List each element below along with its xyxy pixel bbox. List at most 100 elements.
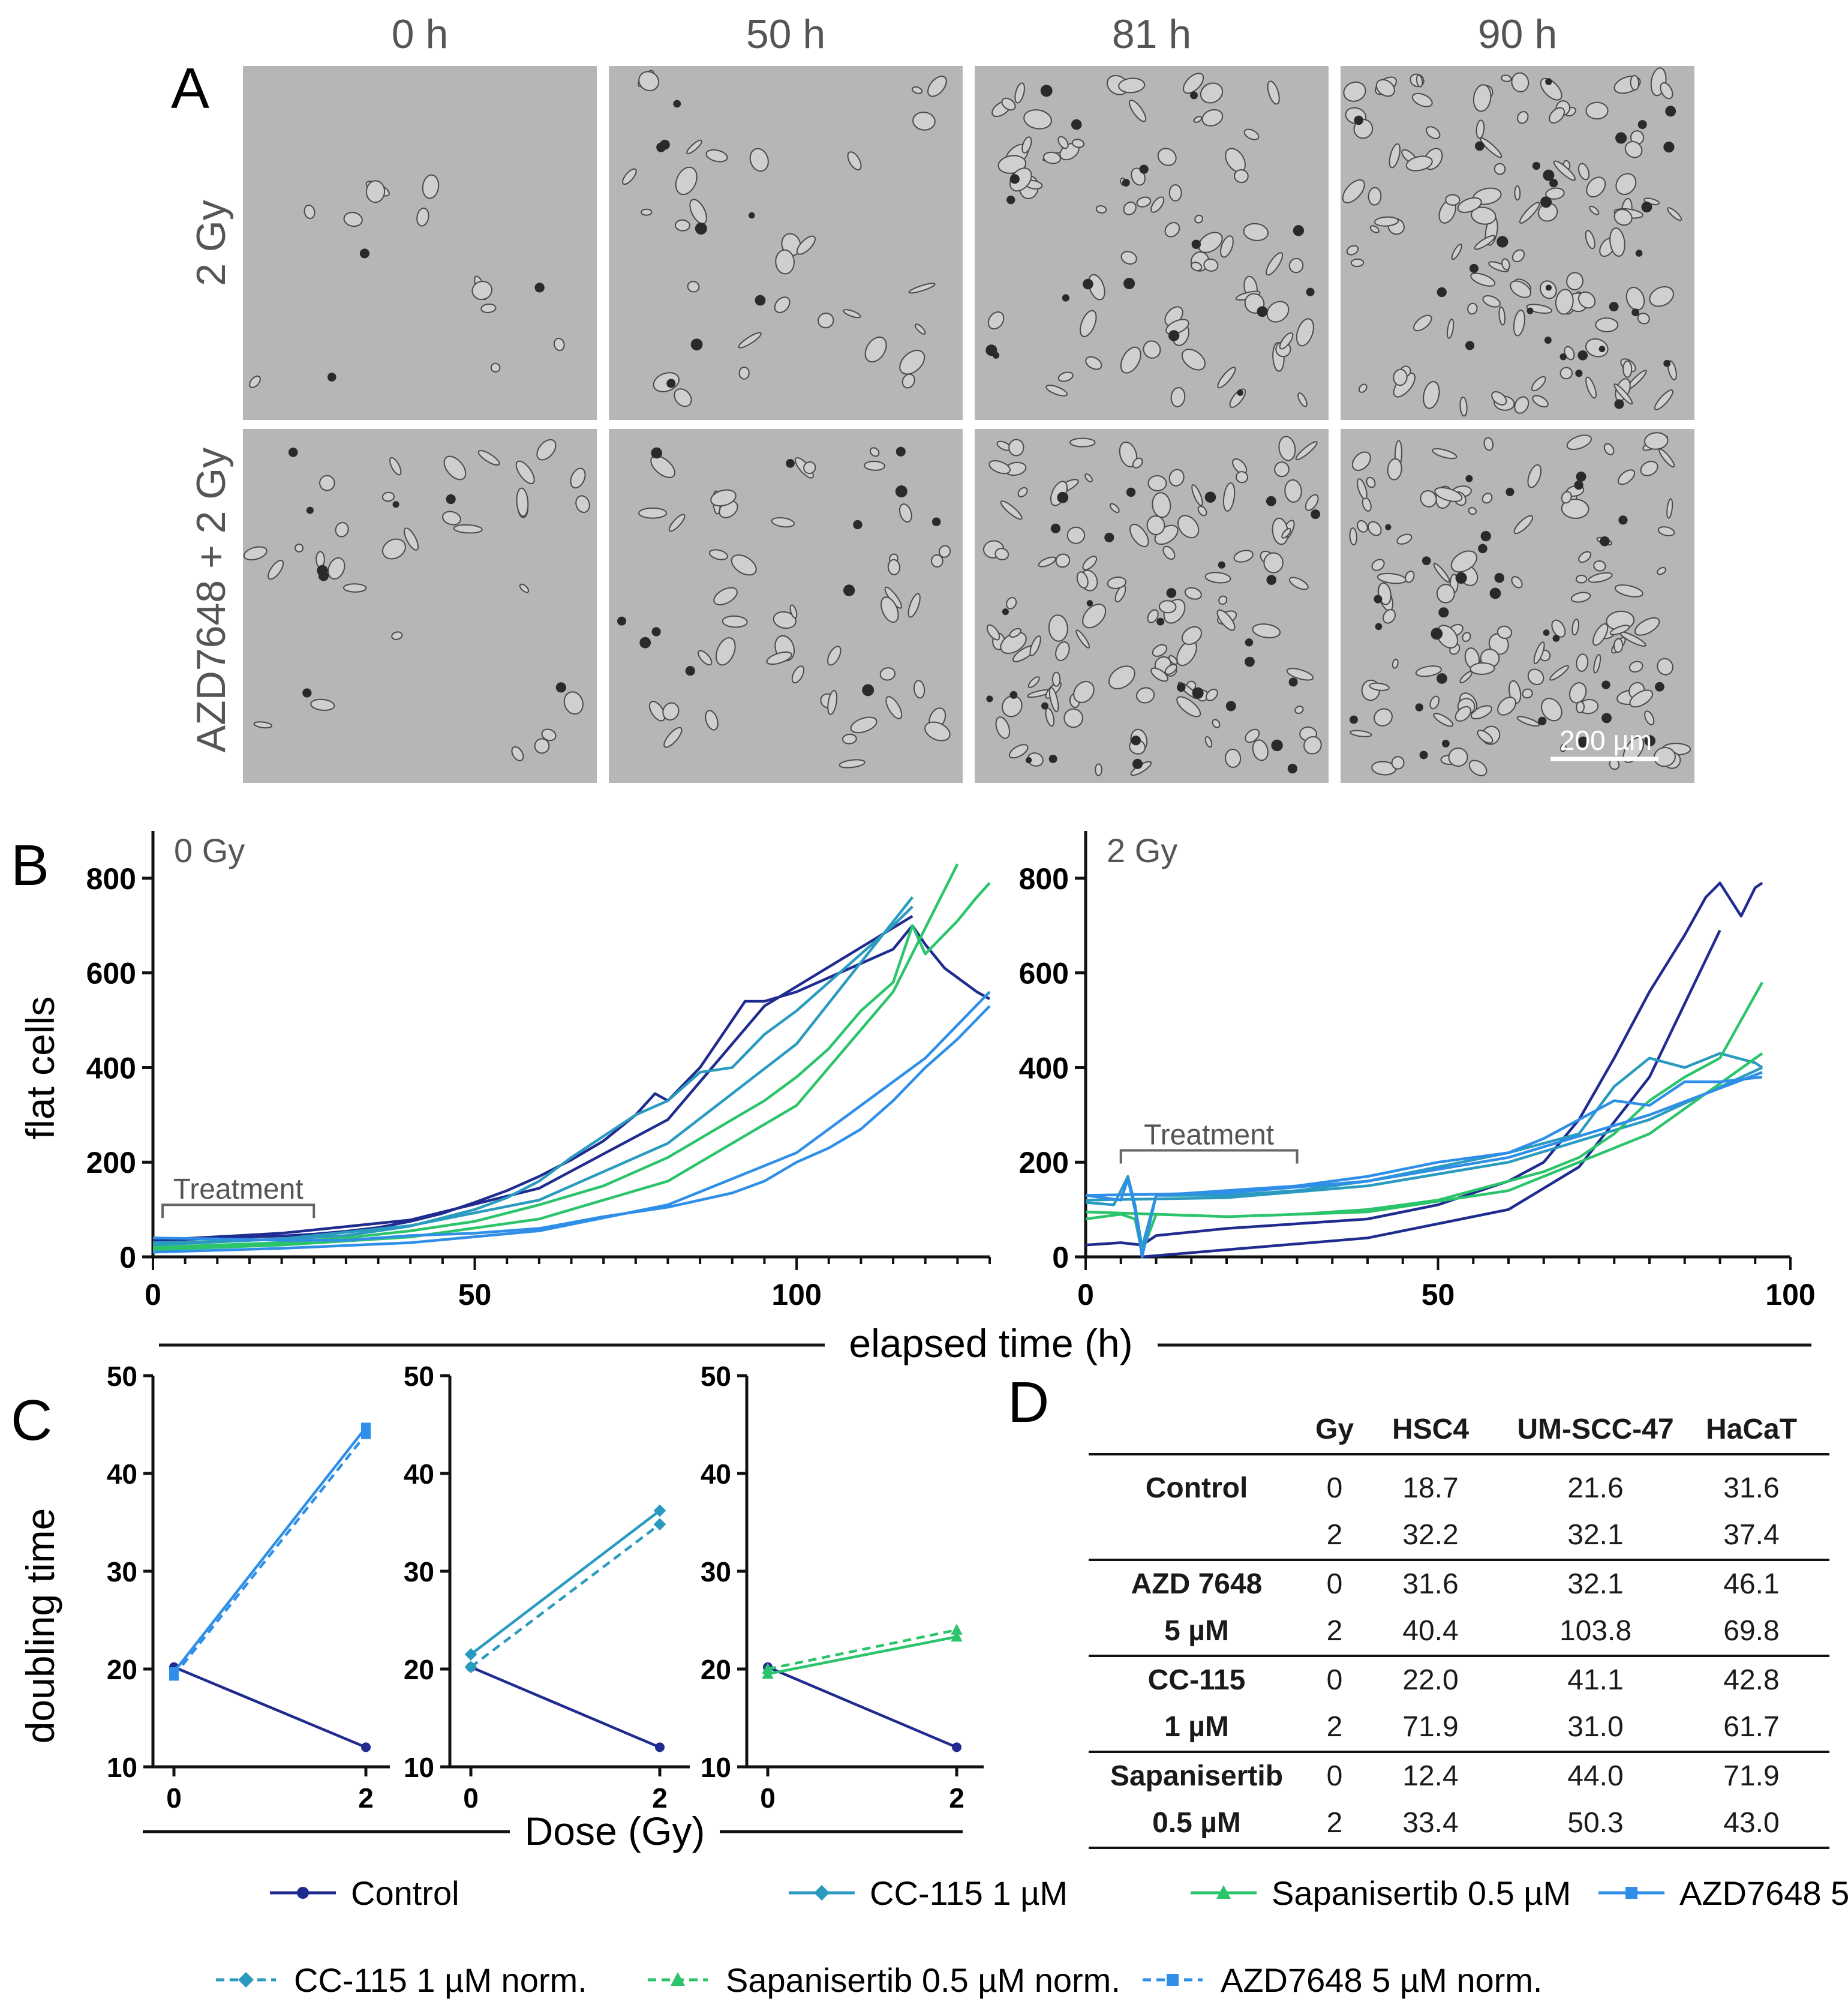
round-cell	[1549, 179, 1558, 188]
cell	[1042, 151, 1061, 164]
round-cell	[985, 344, 997, 356]
round-cell	[1441, 740, 1450, 748]
cell	[1000, 632, 1027, 655]
cell	[1008, 744, 1029, 759]
table-group-label: Control	[1146, 1472, 1248, 1504]
cell	[575, 495, 590, 513]
round-cell	[1598, 346, 1606, 353]
cell	[713, 587, 738, 605]
cell	[1358, 383, 1368, 393]
round-cell	[446, 494, 456, 505]
cell	[1274, 461, 1290, 478]
table-cell: 31.6	[1723, 1472, 1779, 1504]
treatment-bracket	[1119, 1149, 1299, 1164]
cell	[1147, 475, 1167, 491]
cell	[1389, 143, 1401, 169]
cell	[722, 615, 748, 628]
cell	[1266, 301, 1290, 323]
cell	[1405, 571, 1415, 583]
cell	[1578, 551, 1592, 563]
round-cell	[1166, 588, 1177, 598]
cell	[570, 467, 586, 489]
cell	[1451, 244, 1462, 260]
round-cell	[1218, 561, 1225, 569]
round-cell	[986, 695, 993, 703]
cell	[686, 139, 703, 155]
cell	[881, 596, 899, 623]
cell	[1568, 682, 1587, 704]
fit-line-control	[152, 915, 914, 1242]
cell	[1470, 705, 1492, 720]
cell	[885, 696, 903, 719]
cell	[1474, 235, 1496, 250]
fit-line-cc115	[1085, 1066, 1763, 1202]
round-cell	[1540, 196, 1552, 208]
cell	[1541, 698, 1562, 722]
cell	[839, 759, 866, 769]
measured-line-cc115	[152, 905, 914, 1244]
cell	[1666, 498, 1673, 519]
round-cell	[1635, 250, 1643, 257]
round-cell	[1609, 302, 1619, 312]
round-cell	[1601, 680, 1610, 689]
cell	[1082, 556, 1098, 571]
cell	[674, 388, 692, 407]
round-cell	[1576, 471, 1586, 482]
cell	[1501, 258, 1510, 271]
cell	[1595, 317, 1619, 332]
row-label-2gy: 2 Gy	[188, 200, 234, 286]
cell	[1266, 252, 1284, 276]
cell	[1296, 318, 1314, 347]
cell	[1622, 360, 1633, 378]
time-header-0h: 0 h	[392, 11, 449, 57]
round-cell	[1306, 287, 1315, 296]
cell	[1203, 258, 1219, 272]
round-cell	[1475, 141, 1485, 151]
cell	[1048, 687, 1059, 713]
table-cell: 2	[1327, 1807, 1343, 1839]
cell	[850, 716, 878, 734]
round-cell	[1431, 628, 1443, 640]
cell	[911, 86, 923, 94]
y-tick-label: 0	[1052, 1241, 1069, 1274]
cell	[1570, 592, 1591, 603]
cell	[1191, 262, 1203, 271]
cell	[622, 168, 637, 185]
cell	[1592, 623, 1609, 646]
cell	[1218, 595, 1228, 605]
cell	[1527, 464, 1542, 488]
y-tick-label: 20	[701, 1654, 731, 1685]
cell	[1234, 169, 1249, 184]
cell	[1516, 716, 1540, 727]
legend-label: AZD7648 5 µM norm.	[1221, 1961, 1542, 1999]
cell	[1243, 223, 1269, 241]
y-tick-label: 40	[404, 1458, 434, 1490]
treatment-label: Treatment	[173, 1173, 304, 1205]
round-cell	[1002, 608, 1009, 616]
cell	[1609, 227, 1625, 257]
cell	[1055, 641, 1070, 661]
data-point-azd7648	[169, 1671, 179, 1681]
x-tick-label: 100	[771, 1278, 821, 1311]
cell	[1342, 179, 1365, 203]
round-cell	[1469, 263, 1479, 273]
cell	[1278, 436, 1296, 461]
cell	[1288, 257, 1304, 274]
cell	[1571, 619, 1579, 636]
x-tick-label: 0	[145, 1278, 161, 1311]
cell	[1197, 505, 1207, 517]
cell	[738, 332, 762, 349]
cell	[315, 551, 325, 568]
y-tick-label: 20	[404, 1654, 434, 1685]
cell	[650, 455, 675, 478]
chart-c-sapanisertib: 10 20 30 40 50 0 2	[701, 1361, 984, 1814]
cell	[1553, 160, 1576, 181]
legend-label: AZD7648 5 µM	[1679, 1874, 1848, 1912]
cell	[471, 280, 492, 301]
cell	[1423, 381, 1440, 409]
table-cell: 32.2	[1402, 1519, 1458, 1551]
round-cell	[1354, 115, 1364, 125]
cell	[771, 517, 795, 528]
cell	[1158, 600, 1177, 614]
round-cell	[1288, 677, 1298, 687]
